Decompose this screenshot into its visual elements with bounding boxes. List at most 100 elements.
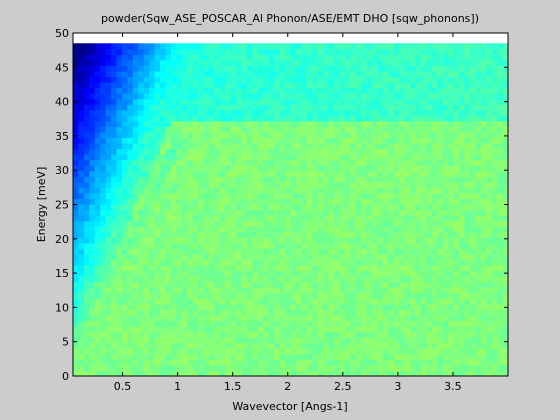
- heatmap-cell: [312, 287, 319, 294]
- heatmap-cell: [198, 220, 204, 227]
- heatmap-cell: [431, 159, 438, 166]
- heatmap-cell: [361, 154, 368, 161]
- heatmap-cell: [404, 331, 411, 338]
- heatmap-cell: [301, 242, 308, 249]
- heatmap-cell: [459, 170, 465, 177]
- heatmap-cell: [170, 281, 177, 288]
- heatmap-cell: [475, 242, 482, 249]
- heatmap-cell: [431, 104, 438, 111]
- heatmap-cell: [344, 165, 351, 172]
- heatmap-cell: [486, 364, 493, 371]
- heatmap-cell: [399, 276, 406, 283]
- heatmap-cell: [334, 309, 340, 316]
- heatmap-cell: [78, 254, 85, 261]
- heatmap-cell: [361, 265, 368, 272]
- heatmap-cell: [241, 115, 248, 122]
- heatmap-cell: [323, 281, 330, 288]
- heatmap-cell: [469, 254, 476, 261]
- heatmap-cell: [100, 331, 107, 338]
- heatmap-cell: [214, 187, 221, 194]
- heatmap-cell: [366, 109, 373, 116]
- heatmap-cell: [437, 159, 444, 166]
- heatmap-cell: [323, 315, 330, 322]
- heatmap-cell: [257, 231, 264, 238]
- heatmap-cell: [230, 259, 237, 266]
- heatmap-cell: [208, 242, 215, 249]
- heatmap-cell: [94, 181, 101, 188]
- heatmap-cell: [83, 231, 90, 238]
- heatmap-cell: [317, 370, 324, 377]
- heatmap-cell: [366, 298, 373, 305]
- heatmap-cell: [176, 170, 183, 177]
- heatmap-cell: [393, 98, 400, 105]
- heatmap-cell: [361, 104, 368, 111]
- heatmap-cell: [393, 237, 400, 244]
- heatmap-cell: [388, 292, 395, 299]
- heatmap-cell: [274, 98, 281, 105]
- heatmap-cell: [83, 98, 90, 105]
- heatmap-cell: [469, 292, 476, 299]
- heatmap-cell: [89, 154, 96, 161]
- heatmap-cell: [149, 248, 156, 255]
- heatmap-cell: [252, 276, 259, 283]
- heatmap-cell: [89, 359, 96, 366]
- heatmap-cell: [165, 281, 172, 288]
- heatmap-cell: [497, 82, 504, 89]
- heatmap-cell: [350, 87, 357, 94]
- heatmap-cell: [475, 71, 482, 78]
- heatmap-cell: [502, 87, 509, 94]
- heatmap-cell: [149, 326, 156, 333]
- heatmap-cell: [334, 93, 340, 100]
- heatmap-cell: [486, 48, 493, 55]
- heatmap-cell: [344, 143, 351, 150]
- heatmap-cell: [252, 98, 259, 105]
- heatmap-cell: [421, 370, 427, 377]
- heatmap-cell: [442, 359, 449, 366]
- heatmap-cell: [290, 292, 297, 299]
- heatmap-cell: [279, 220, 286, 227]
- heatmap-cell: [181, 87, 188, 94]
- heatmap-cell: [268, 276, 275, 283]
- heatmap-cell: [83, 181, 90, 188]
- heatmap-cell: [372, 215, 378, 222]
- heatmap-cell: [334, 120, 340, 127]
- heatmap-cell: [301, 231, 308, 238]
- heatmap-cell: [154, 148, 161, 155]
- heatmap-cell: [448, 154, 455, 161]
- heatmap-cell: [192, 93, 199, 100]
- heatmap-cell: [225, 265, 232, 272]
- heatmap-cell: [290, 187, 297, 194]
- heatmap-cell: [469, 132, 476, 139]
- heatmap-cell: [225, 43, 232, 50]
- heatmap-cell: [252, 148, 259, 155]
- heatmap-cell: [361, 132, 368, 139]
- heatmap-cell: [431, 187, 438, 194]
- heatmap-cell: [415, 59, 422, 66]
- heatmap-cell: [361, 76, 368, 83]
- heatmap-cell: [323, 87, 330, 94]
- heatmap-cell: [252, 87, 259, 94]
- heatmap-cell: [328, 71, 335, 78]
- heatmap-cell: [426, 254, 433, 261]
- heatmap-cell: [323, 303, 330, 310]
- heatmap-cell: [116, 353, 123, 360]
- heatmap-cell: [111, 71, 117, 78]
- heatmap-cell: [176, 287, 183, 294]
- heatmap-cell: [160, 137, 166, 144]
- heatmap-cell: [100, 115, 107, 122]
- heatmap-cell: [486, 231, 493, 238]
- heatmap-cell: [279, 265, 286, 272]
- heatmap-cell: [203, 120, 210, 127]
- heatmap-cell: [323, 237, 330, 244]
- heatmap-cell: [323, 198, 330, 205]
- heatmap-cell: [339, 342, 346, 349]
- heatmap-cell: [377, 215, 384, 222]
- heatmap-cell: [497, 59, 504, 66]
- heatmap-cell: [415, 337, 422, 344]
- heatmap-cell: [165, 320, 172, 327]
- heatmap-cell: [475, 348, 482, 355]
- heatmap-cell: [421, 215, 427, 222]
- heatmap-cell: [312, 359, 319, 366]
- heatmap-cell: [393, 331, 400, 338]
- heatmap-cell: [219, 359, 226, 366]
